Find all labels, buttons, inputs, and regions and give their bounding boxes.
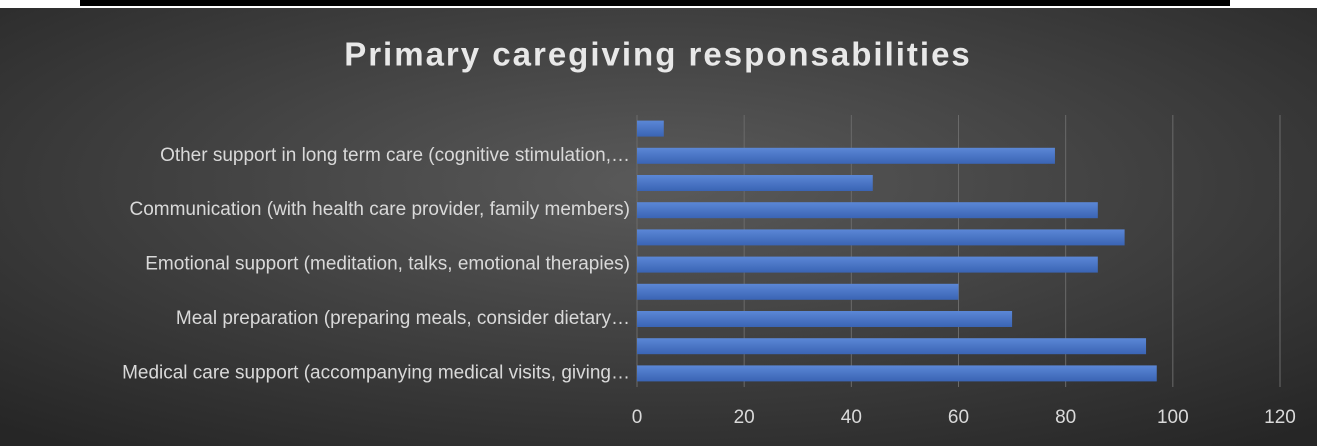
bar <box>637 175 873 191</box>
y-tick-label: Meal preparation (preparing meals, consi… <box>176 308 630 329</box>
top-strip <box>80 0 1230 6</box>
bar <box>637 120 664 137</box>
bar <box>637 365 1157 382</box>
bar <box>637 202 1098 219</box>
y-tick-label: Medical care support (accompanying medic… <box>122 362 630 383</box>
x-tick-label: 60 <box>948 407 969 428</box>
bar <box>637 256 1098 273</box>
x-tick-label: 20 <box>734 407 755 428</box>
x-tick-label: 0 <box>632 407 643 428</box>
x-tick-label: 80 <box>1055 407 1076 428</box>
chart-title: Primary caregiving responsabilities <box>344 36 972 73</box>
x-tick-label: 100 <box>1157 407 1189 428</box>
bar <box>637 147 1055 164</box>
y-tick-label: Communication (with health care provider… <box>129 199 630 220</box>
y-tick-label: Other support in long term care (cogniti… <box>160 145 630 166</box>
x-tick-label: 120 <box>1264 407 1296 428</box>
x-tick-label: 40 <box>841 407 862 428</box>
bar <box>637 283 959 300</box>
bar <box>637 311 1013 327</box>
bar <box>637 229 1125 246</box>
y-tick-label: Emotional support (meditation, talks, em… <box>145 254 630 275</box>
bar <box>637 338 1147 355</box>
